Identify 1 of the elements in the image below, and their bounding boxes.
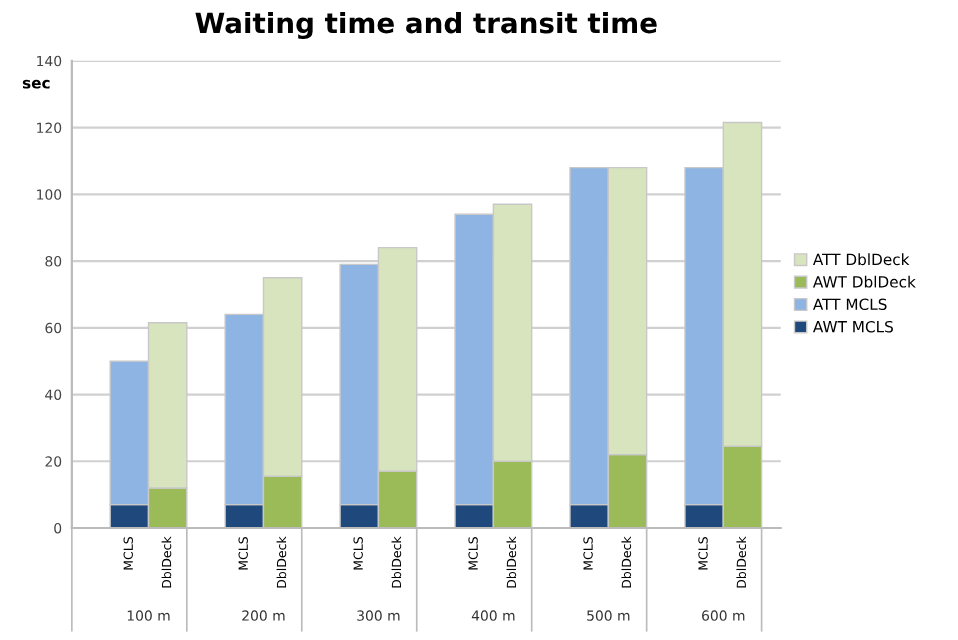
chart-title: Waiting time and transit time [195,11,657,40]
